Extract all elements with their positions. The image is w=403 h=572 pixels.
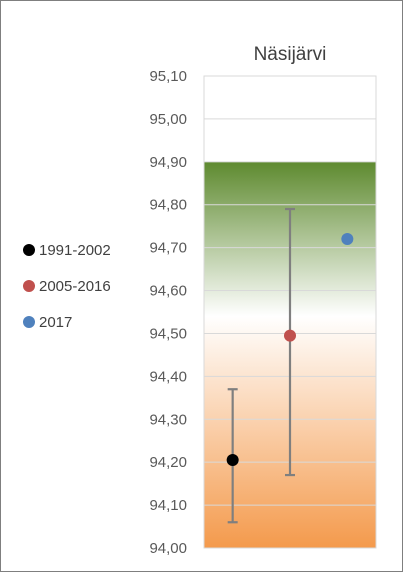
y-tick-label: 94,10: [149, 497, 187, 514]
y-tick-label: 94,60: [149, 283, 187, 300]
legend-label: 2005-2016: [39, 278, 111, 295]
data-point: [284, 329, 296, 342]
y-tick-label: 94,40: [149, 368, 187, 385]
y-tick-label: 94,30: [149, 411, 187, 428]
data-point: [226, 454, 239, 467]
y-tick-label: 94,80: [149, 197, 187, 214]
legend-label: 2017: [39, 314, 72, 331]
legend-label: 1991-2002: [39, 242, 111, 259]
y-tick-label: 94,00: [149, 540, 187, 557]
y-tick-label: 94,20: [149, 454, 187, 471]
y-tick-labels: 94,00 94,10 94,20 94,30 94,40 94,50 94,60 94,70…: [149, 68, 187, 557]
y-tick-label: 94,90: [149, 154, 187, 171]
legend-item: 2017: [23, 314, 72, 331]
data-points: [226, 233, 354, 467]
legend-marker: [23, 316, 35, 328]
y-tick-label: 95,00: [149, 111, 187, 128]
legend-item: 1991-2002: [23, 242, 111, 259]
error-bar: [285, 207, 295, 477]
legend-marker: [23, 244, 35, 256]
data-point: [341, 233, 354, 246]
chart-title: Näsijärvi: [254, 44, 327, 65]
legend: 1991-2002 2005-2016 2017: [23, 242, 111, 331]
legend-item: 2005-2016: [23, 278, 111, 295]
y-tick-label: 95,10: [149, 68, 187, 85]
legend-marker: [23, 280, 35, 292]
plot-area-border: [203, 75, 377, 549]
y-tick-label: 94,50: [149, 325, 187, 342]
y-tick-label: 94,70: [149, 240, 187, 257]
